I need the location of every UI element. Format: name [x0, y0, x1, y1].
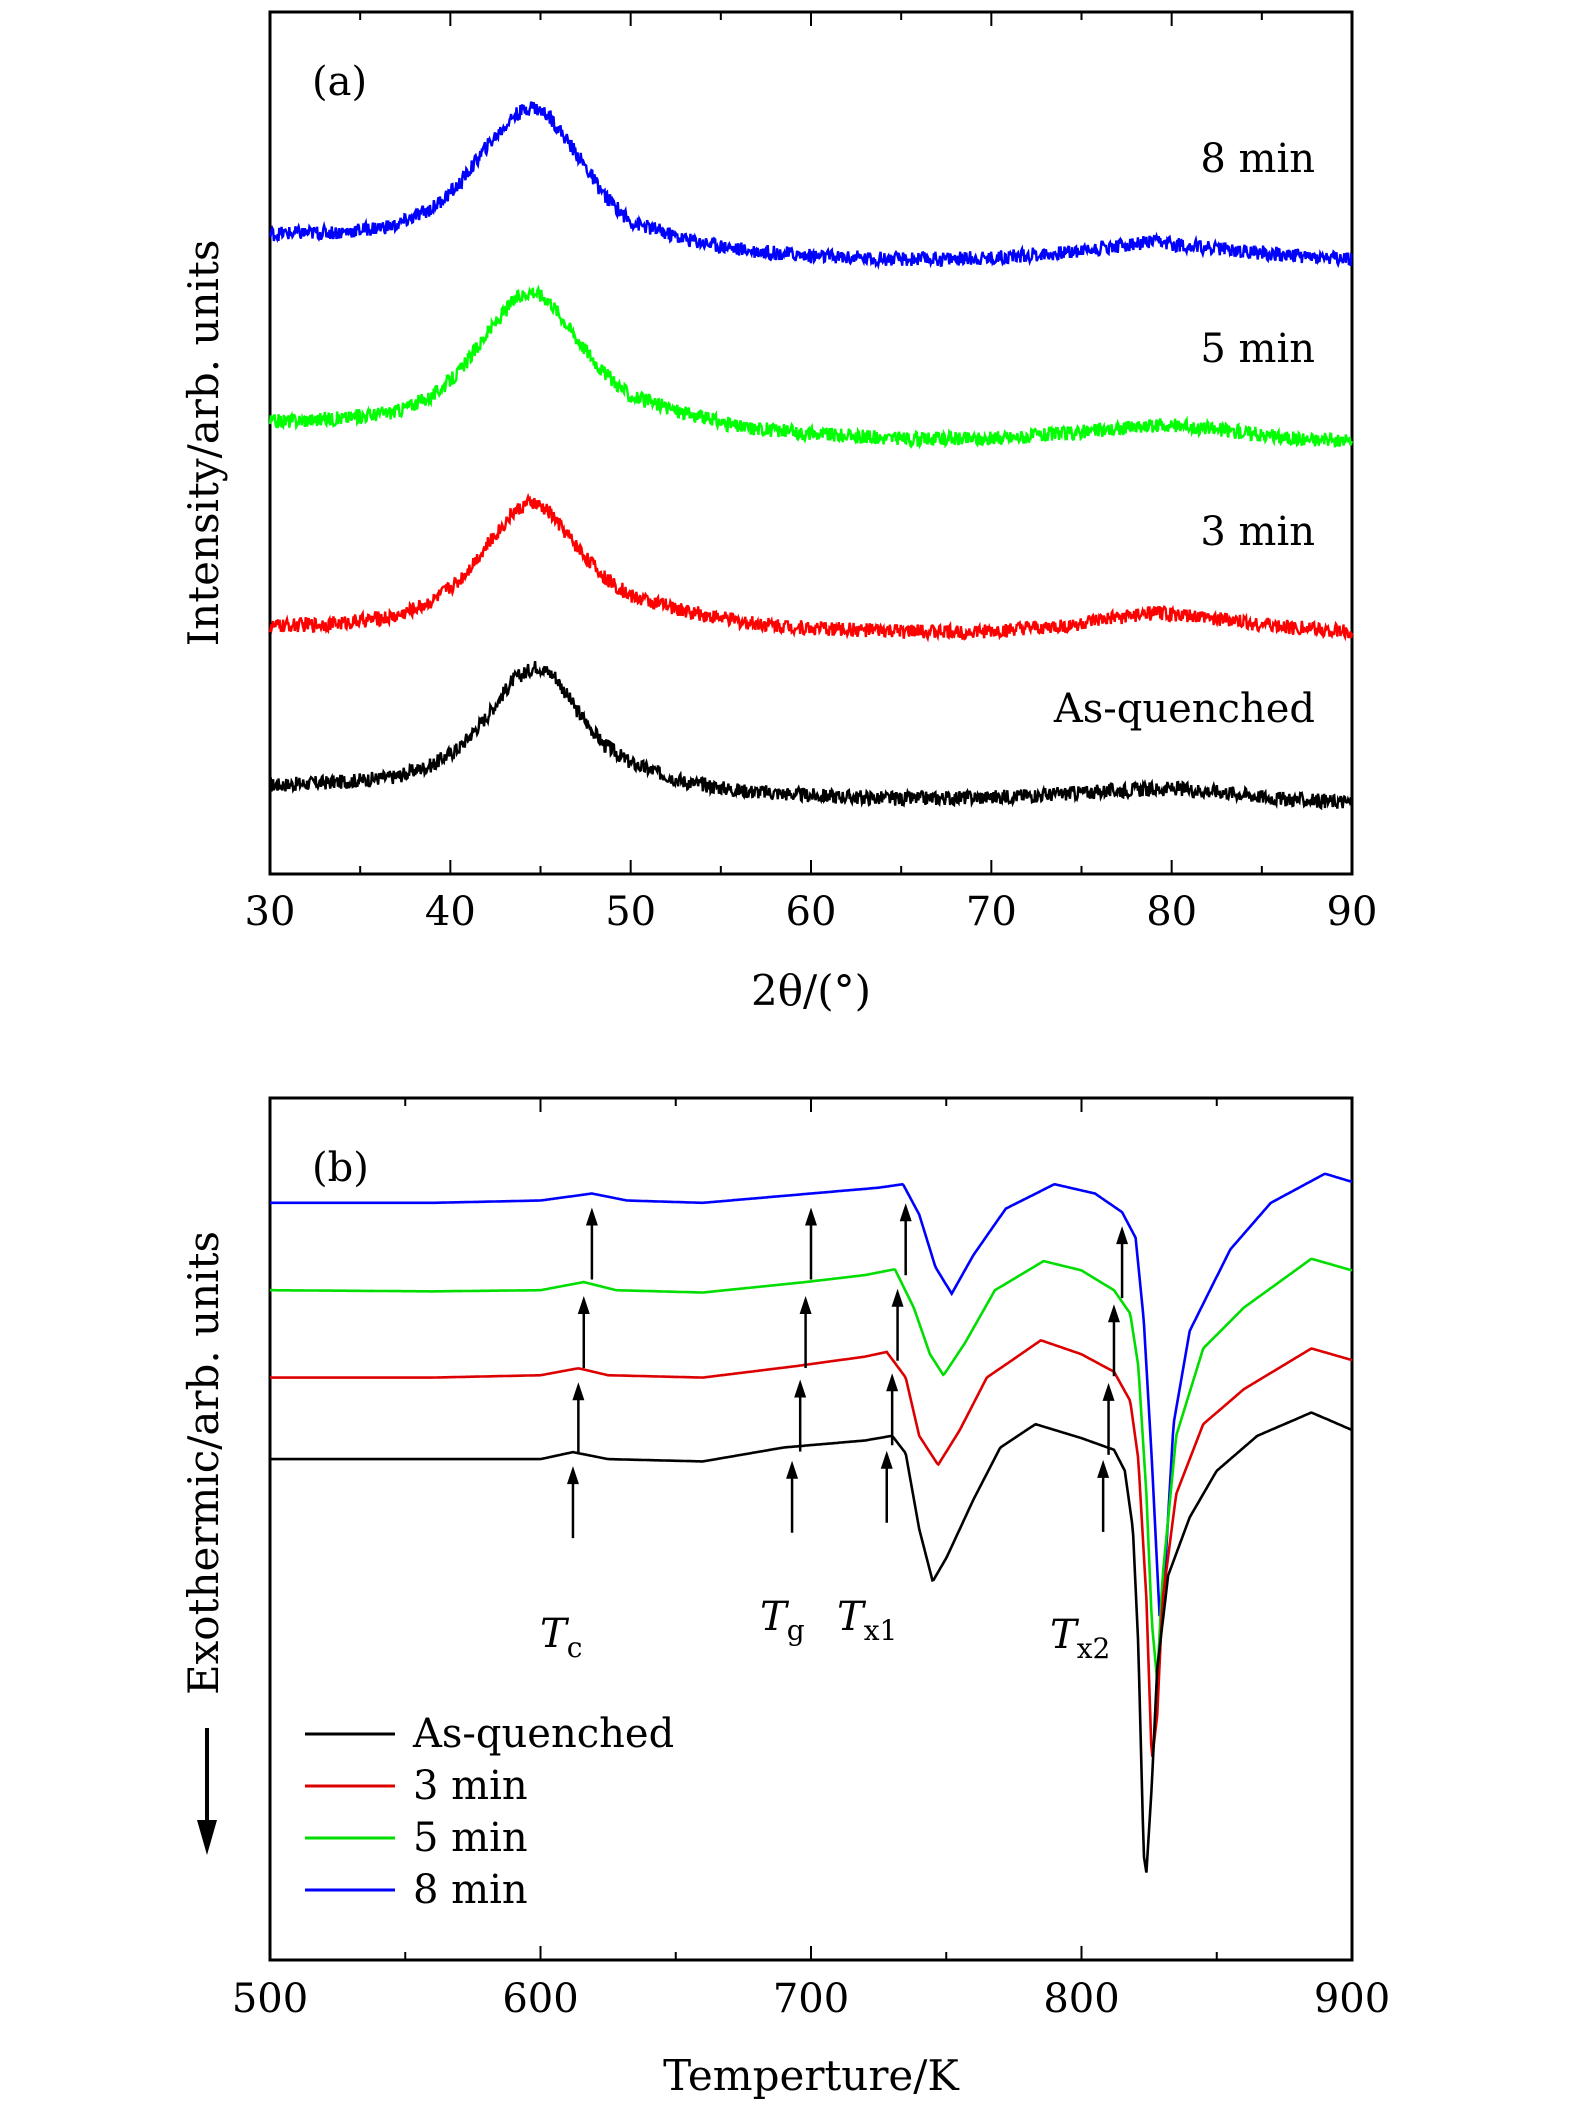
- transition-arrowhead: [799, 1296, 812, 1315]
- transition-arrowhead: [880, 1450, 893, 1469]
- panel-a-xrd: 30 40 50 60 70 80 90 (a) 8 min 5 min 3 min As-…: [179, 10, 1378, 1015]
- panel-b-y-axis-title: Exothermic/arb. units: [179, 1231, 228, 1695]
- panel-b-y-axis-title-group: Exothermic/arb. units: [179, 1231, 228, 1695]
- annotation-tx1: Tx1: [837, 1594, 897, 1647]
- transition-arrowhead: [899, 1203, 912, 1222]
- panel-b-dsc: 500 600 700 800 900 (b) Tc Tg Tx1 Tx2 As-que…: [179, 1096, 1390, 2100]
- annotation-tc: Tc: [540, 1611, 582, 1664]
- x-tick-label: 50: [605, 889, 656, 935]
- transition-arrowhead: [577, 1296, 590, 1315]
- x-tick-label: 700: [773, 1976, 849, 2022]
- transition-arrowhead: [1097, 1459, 1110, 1478]
- panel-a-frame: [268, 10, 1354, 876]
- x-tick-label: 40: [425, 889, 476, 935]
- curve-label-8min: 8 min: [1200, 136, 1315, 182]
- transition-arrowhead: [786, 1460, 799, 1479]
- xrd-curve-3-min: [268, 492, 1354, 643]
- x-tick-label: 800: [1043, 1976, 1119, 2022]
- panel-a-label: (a): [312, 59, 367, 105]
- x-tick-label: 90: [1327, 889, 1378, 935]
- annotation-tg: Tg: [760, 1594, 805, 1647]
- x-tick-label: 30: [245, 889, 296, 935]
- dsc-curve-as-quenched: [270, 1411, 1353, 1873]
- annotation-tx2: Tx2: [1050, 1612, 1110, 1665]
- legend-label-8min: 8 min: [413, 1867, 528, 1913]
- transition-arrowhead: [794, 1379, 807, 1398]
- transition-arrowhead: [805, 1207, 817, 1226]
- legend-label-as-quenched: As-quenched: [412, 1711, 674, 1757]
- transition-arrowhead: [1107, 1304, 1120, 1323]
- xrd-curve-5-min: [268, 284, 1354, 450]
- panel-a-curves: [268, 101, 1354, 811]
- dsc-curve-8-min: [270, 1172, 1353, 1617]
- dsc-curve-5-min: [270, 1257, 1353, 1681]
- panel-a-x-ticks: 30 40 50 60 70 80 90: [245, 12, 1378, 935]
- legend-label-5min: 5 min: [413, 1815, 528, 1861]
- transition-arrowhead: [1102, 1382, 1115, 1401]
- transition-arrowhead: [886, 1373, 899, 1392]
- x-tick-label: 500: [232, 1976, 308, 2022]
- panel-b-curves: [270, 1172, 1353, 1873]
- transition-arrowhead: [585, 1207, 598, 1226]
- dsc-curve-3-min: [270, 1339, 1353, 1757]
- transition-arrowhead: [1116, 1226, 1129, 1245]
- panel-b-label: (b): [312, 1145, 369, 1191]
- x-tick-label: 60: [786, 889, 837, 935]
- curve-label-as-quenched: As-quenched: [1053, 686, 1315, 732]
- x-tick-label: 600: [502, 1976, 578, 2022]
- x-tick-label: 70: [966, 889, 1017, 935]
- x-tick-label: 900: [1314, 1976, 1390, 2022]
- panel-b-x-ticks: 500 600 700 800 900: [232, 1098, 1390, 2022]
- panel-b-legend: As-quenched 3 min 5 min 8 min: [305, 1711, 674, 1913]
- curve-label-5min: 5 min: [1200, 326, 1315, 372]
- transition-arrowhead: [566, 1466, 579, 1485]
- curve-label-3min: 3 min: [1200, 509, 1315, 555]
- panel-b-x-axis-title: Temperture/K: [663, 2051, 960, 2100]
- xrd-curve-as-quenched: [269, 660, 1354, 811]
- panel-a-x-axis-title: 2θ/(°): [751, 966, 871, 1015]
- legend-label-3min: 3 min: [413, 1763, 528, 1809]
- transition-arrowhead: [572, 1382, 585, 1401]
- xrd-curve-8-min: [268, 101, 1353, 271]
- x-tick-label: 80: [1146, 889, 1197, 935]
- transition-arrowhead: [891, 1288, 904, 1307]
- panel-b-arrows: [566, 1203, 1129, 1539]
- panel-a-y-axis-title: Intensity/arb. units: [179, 240, 228, 647]
- exothermic-direction-arrowhead: [197, 1820, 217, 1855]
